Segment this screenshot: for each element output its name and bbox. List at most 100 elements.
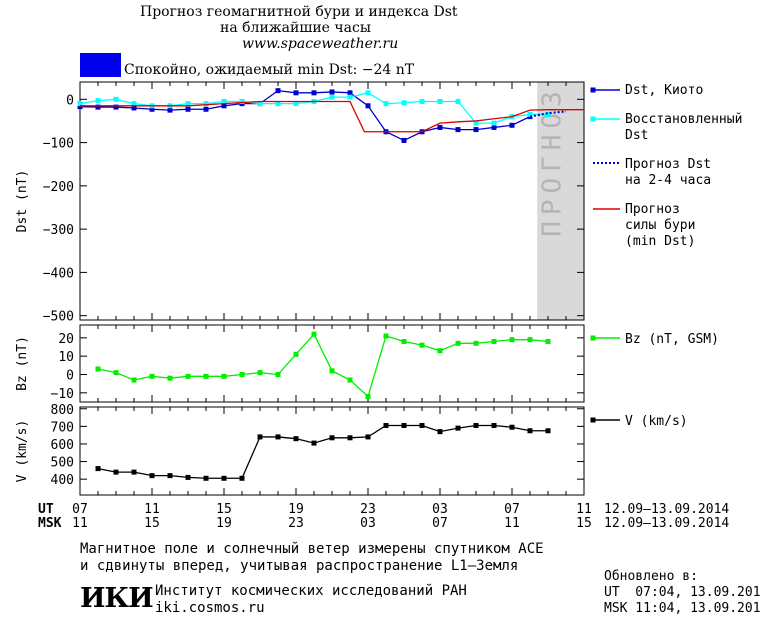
ut-tick-label: 07	[504, 502, 520, 517]
legend-forecast-line1: Прогноз Dst	[625, 157, 712, 172]
msk-tick-label: 11	[504, 516, 520, 531]
data-point	[347, 377, 353, 383]
data-point	[545, 111, 551, 117]
msk-tick-label: 15	[144, 516, 160, 531]
y-tick-label: 500	[51, 456, 74, 471]
data-point	[113, 96, 119, 102]
legend-sample-bz-marker	[590, 335, 596, 341]
status-indicator	[80, 53, 121, 77]
msk-tick-label: 19	[216, 516, 232, 531]
data-point	[473, 120, 479, 126]
y-tick-label: 400	[51, 473, 74, 488]
data-point	[437, 124, 443, 130]
series-line-bz-0	[97, 333, 549, 398]
data-point	[473, 127, 479, 133]
series-line-dst-0	[79, 89, 531, 142]
data-point	[455, 98, 461, 104]
data-point	[491, 339, 497, 344]
data-point	[491, 124, 497, 130]
data-point	[491, 120, 497, 126]
y-tick-label: −500	[43, 310, 74, 325]
institute-site: iki.cosmos.ru	[155, 600, 265, 616]
updated-ut: UT 07:04, 13.09.2014	[604, 585, 760, 600]
data-point	[239, 98, 245, 104]
data-point	[293, 90, 299, 96]
ut-tick-label: 07	[72, 502, 88, 517]
forecast-band	[537, 82, 584, 320]
series-line-dst-3	[80, 100, 584, 133]
iki-logo: ИКИ	[80, 583, 154, 614]
data-point	[221, 103, 227, 109]
legend-sample-v-marker	[590, 417, 596, 423]
data-point	[455, 340, 461, 346]
y-axis-label-v: V (km/s)	[15, 420, 30, 483]
y-tick-label: 10	[58, 350, 74, 365]
data-point	[455, 425, 461, 431]
data-point	[185, 101, 191, 107]
data-point	[275, 434, 281, 440]
data-point	[329, 368, 335, 374]
data-point	[437, 429, 443, 435]
data-point	[437, 348, 443, 354]
data-point	[275, 372, 281, 377]
data-point	[239, 372, 245, 377]
data-point	[95, 98, 101, 104]
data-point	[419, 422, 425, 428]
data-point	[113, 469, 119, 475]
data-point	[545, 428, 551, 434]
data-point	[95, 466, 101, 472]
data-point	[221, 475, 227, 481]
y-tick-label: −400	[43, 266, 74, 281]
updated-label: Обновлено в:	[604, 569, 698, 584]
data-point	[203, 106, 209, 112]
msk-tick-label: 03	[360, 516, 376, 531]
ut-tick-label: 19	[288, 502, 304, 517]
msk-tick-label: 07	[432, 516, 448, 531]
data-point	[149, 106, 155, 112]
data-point	[293, 436, 299, 442]
ut-date-range: 12.09–13.09.2014	[604, 502, 730, 517]
data-point	[383, 333, 389, 339]
data-point	[221, 373, 227, 379]
data-point	[293, 351, 299, 357]
data-point	[185, 373, 191, 379]
data-point	[239, 475, 245, 481]
msk-tick-label: 11	[72, 516, 88, 531]
data-point	[383, 422, 389, 428]
data-point	[401, 137, 407, 143]
data-point	[131, 105, 137, 111]
chart-subtitle: на ближайшие часы	[220, 20, 372, 36]
ut-tick-label: 11	[144, 502, 160, 517]
y-axis-label-bz: Bz (nT)	[15, 336, 30, 391]
data-point	[473, 422, 479, 428]
data-point	[347, 90, 353, 96]
ut-tick-label: 15	[216, 502, 232, 517]
ut-tick-label: 23	[360, 502, 376, 517]
data-point	[419, 98, 425, 104]
msk-axis-label: MSK	[38, 516, 62, 531]
msk-tick-label: 23	[288, 516, 304, 531]
legend-restored-line2: Dst	[625, 128, 649, 143]
y-tick-label: −300	[43, 223, 74, 238]
y-tick-label: −200	[43, 180, 74, 195]
data-point	[275, 88, 281, 94]
y-tick-label: −10	[51, 387, 74, 402]
legend-dst-kyoto: Dst, Киото	[625, 83, 704, 98]
data-point	[311, 331, 317, 337]
data-point	[185, 106, 191, 112]
chart-title: Прогноз геомагнитной бури и индекса Dst	[140, 4, 458, 20]
data-point	[545, 339, 551, 344]
data-point	[437, 98, 443, 104]
data-point	[77, 104, 83, 110]
data-point	[149, 373, 155, 379]
legend-v: V (km/s)	[625, 414, 688, 429]
data-point	[293, 101, 299, 107]
data-point	[365, 103, 371, 109]
institute-name: Институт космических исследований РАН	[155, 583, 467, 599]
data-point	[527, 337, 533, 343]
data-point	[419, 342, 425, 348]
ut-tick-label: 11	[576, 502, 592, 517]
footnote-line2: и сдвинуты вперед, учитывая распростране…	[80, 558, 519, 574]
data-point	[221, 98, 227, 104]
data-point	[257, 101, 263, 107]
